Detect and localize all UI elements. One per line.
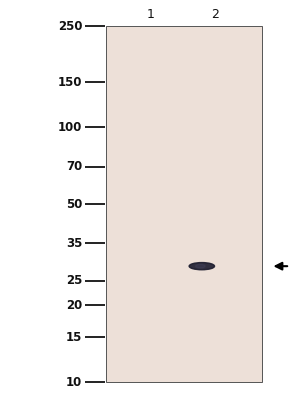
Text: 20: 20 bbox=[66, 299, 82, 312]
Text: 10: 10 bbox=[66, 376, 82, 388]
Text: 50: 50 bbox=[66, 198, 82, 210]
Text: 15: 15 bbox=[66, 331, 82, 344]
Text: 150: 150 bbox=[58, 76, 82, 89]
Text: 35: 35 bbox=[66, 237, 82, 250]
Ellipse shape bbox=[196, 264, 205, 268]
Bar bbox=[106, 26, 262, 382]
Text: 250: 250 bbox=[58, 20, 82, 32]
Text: 1: 1 bbox=[147, 8, 155, 20]
Text: 70: 70 bbox=[66, 160, 82, 173]
Ellipse shape bbox=[189, 262, 215, 270]
Text: 100: 100 bbox=[58, 121, 82, 134]
Text: 25: 25 bbox=[66, 274, 82, 287]
Text: 2: 2 bbox=[211, 8, 219, 20]
